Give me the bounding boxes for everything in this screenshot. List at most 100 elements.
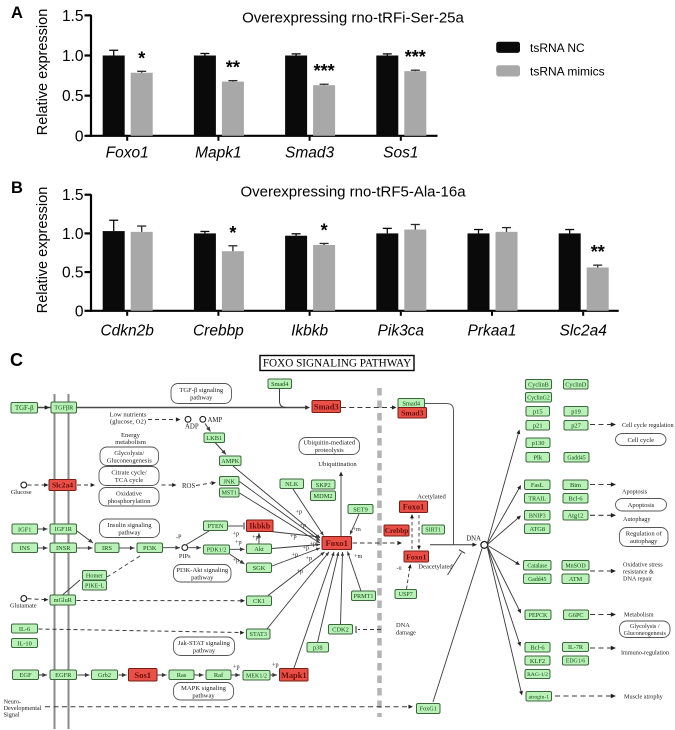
svg-text:Developmental: Developmental bbox=[4, 705, 42, 712]
svg-text:+p: +p bbox=[292, 552, 299, 559]
svg-text:0.5: 0.5 bbox=[62, 88, 84, 105]
svg-text:Ubiquitination: Ubiquitination bbox=[318, 461, 357, 468]
svg-text:**: ** bbox=[591, 242, 605, 262]
svg-text:INSR: INSR bbox=[56, 545, 71, 552]
svg-text:phosphorylation: phosphorylation bbox=[108, 498, 152, 505]
svg-text:Sos1: Sos1 bbox=[134, 670, 151, 680]
svg-text:Relative expression: Relative expression bbox=[35, 9, 51, 136]
svg-text:Bcl-6: Bcl-6 bbox=[568, 496, 582, 503]
svg-text:1.0: 1.0 bbox=[62, 48, 84, 65]
svg-text:PIKE-L: PIKE-L bbox=[85, 583, 104, 589]
svg-text:ATG8: ATG8 bbox=[529, 526, 545, 533]
svg-text:Gluconeogenesis: Gluconeogenesis bbox=[107, 457, 152, 464]
svg-text:Slc2a4: Slc2a4 bbox=[52, 481, 73, 490]
svg-text:ADP: ADP bbox=[185, 424, 199, 431]
svg-text:Akt: Akt bbox=[254, 546, 264, 553]
svg-text:BNIP3: BNIP3 bbox=[529, 513, 546, 519]
svg-text:STAT3: STAT3 bbox=[250, 631, 267, 638]
svg-text:Low nutrients: Low nutrients bbox=[110, 412, 147, 419]
svg-text:Smad4: Smad4 bbox=[402, 401, 421, 408]
svg-text:+m: +m bbox=[354, 553, 362, 560]
svg-text:pathway: pathway bbox=[190, 395, 213, 402]
svg-text:Crebbp: Crebbp bbox=[385, 527, 408, 535]
svg-text:Acetylated: Acetylated bbox=[417, 494, 446, 501]
svg-text:SET9: SET9 bbox=[353, 506, 368, 513]
svg-text:damage: damage bbox=[396, 630, 416, 637]
svg-text:RAG-1/2: RAG-1/2 bbox=[527, 672, 548, 678]
svg-text:CDK2: CDK2 bbox=[332, 627, 349, 634]
svg-text:Cdkn2b: Cdkn2b bbox=[100, 323, 154, 340]
svg-text:MEK1/2: MEK1/2 bbox=[246, 673, 267, 679]
svg-text:Glucose: Glucose bbox=[11, 489, 32, 496]
svg-text:p27: p27 bbox=[571, 423, 581, 430]
svg-text:Overexpressing rno-tRFi-Ser-25: Overexpressing rno-tRFi-Ser-25a bbox=[242, 9, 464, 26]
svg-text:p15: p15 bbox=[533, 409, 543, 416]
svg-text:Crebbp: Crebbp bbox=[193, 323, 244, 340]
svg-text:Neuro-: Neuro- bbox=[4, 699, 22, 706]
svg-text:IGF1: IGF1 bbox=[18, 526, 32, 533]
svg-text:0.5: 0.5 bbox=[62, 265, 84, 282]
svg-text:Atg12: Atg12 bbox=[568, 513, 584, 520]
svg-text:G6PC: G6PC bbox=[568, 612, 583, 619]
svg-text:autophagy: autophagy bbox=[630, 538, 658, 545]
svg-text:Ras: Ras bbox=[177, 672, 187, 679]
svg-text:atrogin-1: atrogin-1 bbox=[528, 694, 549, 700]
svg-text:SKP2: SKP2 bbox=[316, 482, 331, 489]
svg-text:Muscle atrophy: Muscle atrophy bbox=[624, 694, 664, 701]
svg-text:pathway: pathway bbox=[193, 647, 216, 654]
svg-text:PDK1/2: PDK1/2 bbox=[207, 548, 227, 554]
svg-text:NLK: NLK bbox=[285, 481, 299, 488]
svg-text:Smad4: Smad4 bbox=[271, 381, 288, 388]
svg-text:1.5: 1.5 bbox=[62, 187, 84, 204]
svg-text:TRAIL: TRAIL bbox=[528, 496, 546, 502]
svg-text:B: B bbox=[11, 179, 23, 197]
svg-text:Regulation of: Regulation of bbox=[626, 531, 663, 538]
svg-text:CyclinD: CyclinD bbox=[565, 381, 586, 388]
svg-text:(glucose, O2): (glucose, O2) bbox=[110, 419, 146, 426]
svg-text:+p: +p bbox=[306, 555, 313, 562]
svg-text:Sos1: Sos1 bbox=[383, 145, 418, 162]
svg-text:DNA repair: DNA repair bbox=[623, 576, 652, 583]
svg-text:FasL: FasL bbox=[531, 482, 544, 489]
svg-text:PRMT1: PRMT1 bbox=[354, 593, 374, 600]
svg-text:IL-7R: IL-7R bbox=[568, 644, 584, 651]
svg-text:p21: p21 bbox=[533, 423, 543, 430]
svg-text:+p: +p bbox=[233, 664, 240, 671]
svg-text:+p: +p bbox=[233, 531, 240, 538]
svg-text:1.0: 1.0 bbox=[62, 226, 84, 243]
svg-text:INS: INS bbox=[20, 545, 31, 552]
svg-text:Cell cycle regulation: Cell cycle regulation bbox=[622, 422, 674, 429]
svg-text:proteolysis: proteolysis bbox=[315, 447, 344, 454]
svg-text:+m: +m bbox=[353, 526, 361, 533]
svg-text:p130: p130 bbox=[532, 440, 545, 447]
svg-text:Prkaa1: Prkaa1 bbox=[467, 323, 516, 340]
svg-text:Smad3: Smad3 bbox=[285, 145, 334, 162]
svg-text:FoxG1: FoxG1 bbox=[420, 706, 437, 713]
svg-text:Oxidative stress: Oxidative stress bbox=[623, 562, 663, 569]
svg-text:Catalase: Catalase bbox=[527, 563, 547, 569]
svg-text:PIPs: PIPs bbox=[179, 553, 191, 560]
svg-text:FOXO SIGNALING PATHWAY: FOXO SIGNALING PATHWAY bbox=[263, 358, 411, 370]
svg-text:SGK: SGK bbox=[253, 565, 266, 572]
svg-text:PEPCK: PEPCK bbox=[529, 613, 548, 619]
svg-text:MnSOD: MnSOD bbox=[565, 563, 586, 569]
svg-text:Slc2a4: Slc2a4 bbox=[559, 323, 607, 340]
svg-text:Oxidative: Oxidative bbox=[116, 490, 142, 497]
svg-text:CyclinB: CyclinB bbox=[528, 381, 549, 388]
svg-text:**: ** bbox=[226, 58, 240, 78]
svg-text:0: 0 bbox=[75, 128, 84, 145]
svg-text:Ikbkb: Ikbkb bbox=[291, 323, 328, 340]
svg-text:Ikbkb: Ikbkb bbox=[249, 522, 270, 531]
svg-text:JNK: JNK bbox=[223, 478, 235, 485]
svg-text:tsRNA NC: tsRNA NC bbox=[530, 41, 585, 55]
svg-text:Apoptosis: Apoptosis bbox=[622, 489, 648, 496]
svg-text:C: C bbox=[10, 350, 23, 370]
svg-text:p19: p19 bbox=[571, 409, 581, 416]
svg-text:Foxo1: Foxo1 bbox=[106, 145, 149, 162]
svg-text:SIRT1: SIRT1 bbox=[425, 528, 441, 534]
svg-text:KLF2: KLF2 bbox=[530, 658, 545, 665]
svg-text:Plk: Plk bbox=[533, 455, 542, 462]
svg-text:Pik3ca: Pik3ca bbox=[378, 323, 425, 340]
svg-text:Gadd45: Gadd45 bbox=[567, 455, 585, 461]
svg-text:mGluR: mGluR bbox=[54, 597, 73, 604]
